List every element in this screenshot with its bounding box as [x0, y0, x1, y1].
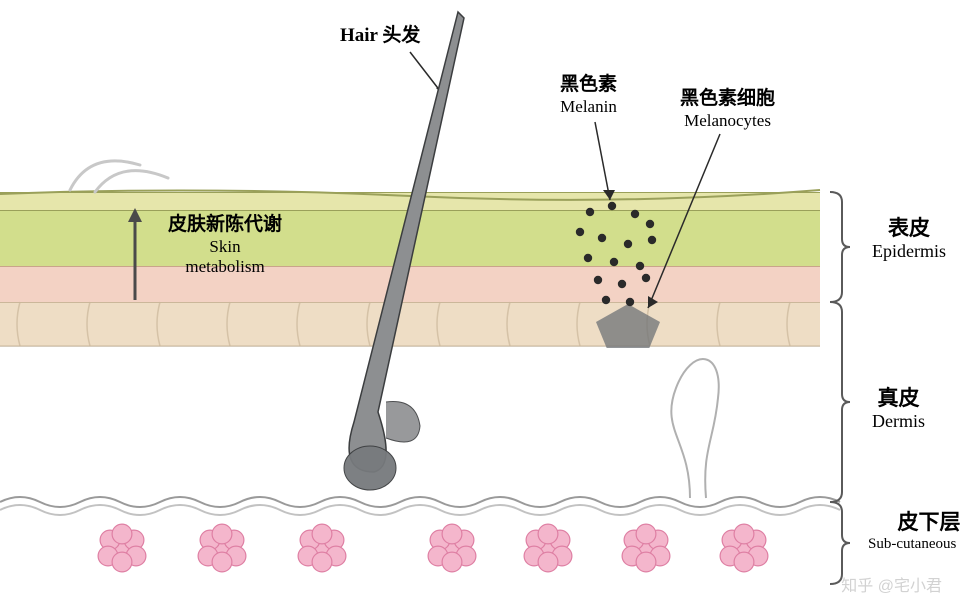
watermark: 知乎 @宅小君 — [841, 572, 942, 596]
label-epidermis-cn: 表皮 — [872, 216, 946, 241]
layer-epidermis-main — [0, 210, 820, 267]
label-melanin: 黑色素 Melanin — [560, 74, 617, 117]
label-hair-text: Hair 头发 — [340, 25, 420, 48]
label-metabolism-cn: 皮肤新陈代谢 — [168, 214, 282, 237]
layer-epidermis-surface — [0, 192, 820, 211]
label-metabolism-en2: metabolism — [168, 257, 282, 277]
label-melanin-cn: 黑色素 — [560, 74, 617, 97]
label-hair: Hair 头发 — [340, 25, 420, 48]
layer-dermis-upper — [0, 302, 820, 347]
label-metabolism: 皮肤新陈代谢 Skin metabolism — [168, 214, 282, 278]
skin-diagram: Hair 头发 皮肤新陈代谢 Skin metabolism 黑色素 Melan… — [0, 0, 960, 608]
label-epidermis-en: Epidermis — [872, 241, 946, 263]
label-epidermis: 表皮 Epidermis — [872, 216, 946, 263]
label-dermis-cn: 真皮 — [872, 386, 925, 411]
label-dermis: 真皮 Dermis — [872, 386, 925, 433]
label-dermis-en: Dermis — [872, 411, 925, 433]
label-melanocyte: 黑色素细胞 Melanocytes — [680, 88, 775, 131]
label-subcutaneous: 皮下层 Sub-cutaneous layer — [868, 510, 960, 553]
label-metabolism-en1: Skin — [168, 237, 282, 257]
label-subcutaneous-en: Sub-cutaneous layer — [868, 535, 960, 553]
label-melanocyte-en: Melanocytes — [680, 111, 775, 131]
layer-dermis-lower — [0, 346, 820, 503]
layer-epidermis-basal — [0, 266, 820, 303]
label-melanocyte-cn: 黑色素细胞 — [680, 88, 775, 111]
label-subcutaneous-cn: 皮下层 — [868, 510, 960, 535]
label-melanin-en: Melanin — [560, 97, 617, 117]
